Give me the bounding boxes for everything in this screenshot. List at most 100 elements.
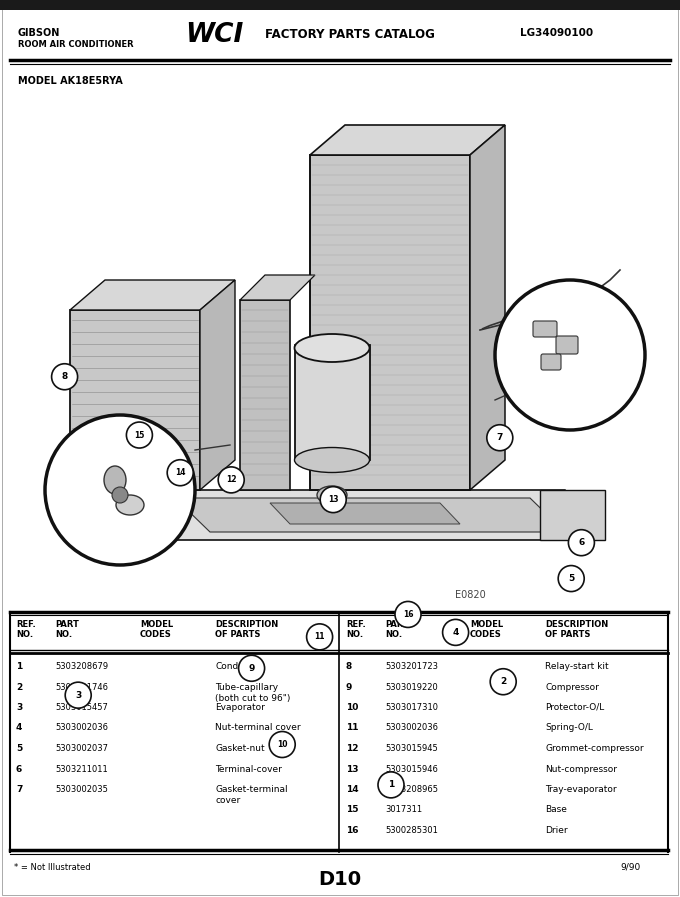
Circle shape bbox=[558, 566, 584, 591]
Text: MODEL
CODES: MODEL CODES bbox=[470, 620, 503, 639]
Text: 14: 14 bbox=[175, 468, 186, 477]
Text: FACTORY PARTS CATALOG: FACTORY PARTS CATALOG bbox=[265, 28, 435, 41]
Polygon shape bbox=[310, 125, 505, 155]
FancyBboxPatch shape bbox=[556, 336, 578, 354]
FancyBboxPatch shape bbox=[541, 354, 561, 370]
Text: PART
NO.: PART NO. bbox=[385, 620, 409, 639]
Circle shape bbox=[495, 280, 645, 430]
Text: PART
NO.: PART NO. bbox=[55, 620, 79, 639]
Text: 5: 5 bbox=[568, 574, 575, 583]
Text: 5300285301: 5300285301 bbox=[385, 826, 438, 835]
Circle shape bbox=[320, 487, 346, 512]
Ellipse shape bbox=[294, 448, 369, 473]
Text: 13: 13 bbox=[346, 764, 358, 773]
Text: Terminal-cover: Terminal-cover bbox=[215, 764, 282, 773]
Ellipse shape bbox=[116, 495, 144, 515]
Text: 15: 15 bbox=[134, 431, 145, 440]
Polygon shape bbox=[200, 280, 235, 490]
Text: 3017311: 3017311 bbox=[385, 806, 422, 814]
Text: Nut-terminal cover: Nut-terminal cover bbox=[215, 724, 301, 733]
Circle shape bbox=[52, 364, 78, 389]
Text: 15: 15 bbox=[346, 806, 358, 814]
Text: 9: 9 bbox=[346, 683, 352, 692]
Text: Gasket-terminal: Gasket-terminal bbox=[215, 785, 288, 794]
Text: Tray-evaporator: Tray-evaporator bbox=[545, 785, 617, 794]
Text: * = Not Illustrated: * = Not Illustrated bbox=[14, 863, 90, 872]
Circle shape bbox=[487, 425, 513, 450]
Text: Gasket-nut: Gasket-nut bbox=[215, 744, 265, 753]
Circle shape bbox=[218, 467, 244, 492]
Text: 2: 2 bbox=[16, 683, 22, 692]
Text: MODEL AK18E5RYA: MODEL AK18E5RYA bbox=[18, 76, 123, 86]
Text: 12: 12 bbox=[346, 744, 358, 753]
Ellipse shape bbox=[104, 466, 126, 494]
Text: 11: 11 bbox=[314, 632, 325, 641]
Text: Protector-O/L: Protector-O/L bbox=[545, 703, 605, 712]
Text: 5303002037: 5303002037 bbox=[55, 744, 108, 753]
Text: DESCRIPTION
OF PARTS: DESCRIPTION OF PARTS bbox=[215, 620, 278, 639]
Polygon shape bbox=[240, 275, 315, 300]
Text: 5303201723: 5303201723 bbox=[385, 662, 438, 671]
Text: 5303002035: 5303002035 bbox=[55, 785, 108, 794]
Text: 5303019220: 5303019220 bbox=[385, 683, 438, 692]
Circle shape bbox=[307, 624, 333, 649]
Bar bbox=[0, 0, 680, 10]
Circle shape bbox=[568, 530, 594, 555]
Text: 6: 6 bbox=[16, 764, 22, 773]
Circle shape bbox=[126, 422, 152, 448]
Circle shape bbox=[395, 602, 421, 627]
Text: 5303015945: 5303015945 bbox=[385, 744, 438, 753]
Text: 5303017310: 5303017310 bbox=[385, 703, 438, 712]
Text: 9: 9 bbox=[248, 664, 255, 673]
Polygon shape bbox=[310, 155, 470, 490]
Text: 3: 3 bbox=[16, 703, 22, 712]
Text: 6: 6 bbox=[578, 538, 585, 547]
Text: 5303015946: 5303015946 bbox=[385, 764, 438, 773]
Text: Relay-start kit: Relay-start kit bbox=[545, 662, 609, 671]
Text: ROOM AIR CONDITIONER: ROOM AIR CONDITIONER bbox=[18, 40, 134, 49]
Text: 8: 8 bbox=[346, 662, 352, 671]
Polygon shape bbox=[540, 490, 605, 540]
Text: E0820: E0820 bbox=[455, 590, 486, 600]
Text: 11: 11 bbox=[346, 724, 358, 733]
Text: cover: cover bbox=[215, 796, 240, 805]
Polygon shape bbox=[70, 310, 200, 490]
Polygon shape bbox=[270, 503, 460, 524]
Circle shape bbox=[65, 683, 91, 708]
Text: 5: 5 bbox=[16, 744, 22, 753]
Ellipse shape bbox=[294, 334, 369, 362]
Text: Spring-O/L: Spring-O/L bbox=[545, 724, 593, 733]
Text: 2: 2 bbox=[500, 677, 507, 686]
Circle shape bbox=[167, 460, 193, 485]
Text: Drier: Drier bbox=[545, 826, 568, 835]
Text: 1: 1 bbox=[16, 662, 22, 671]
Text: D10: D10 bbox=[318, 870, 362, 889]
Text: 9/90: 9/90 bbox=[620, 863, 641, 872]
Text: WCI: WCI bbox=[185, 22, 243, 48]
Text: 5303015457: 5303015457 bbox=[55, 703, 108, 712]
Text: 3: 3 bbox=[75, 691, 82, 700]
Text: 8: 8 bbox=[61, 372, 68, 381]
Text: REF.
NO.: REF. NO. bbox=[346, 620, 366, 639]
Text: 5303208965: 5303208965 bbox=[385, 785, 438, 794]
Polygon shape bbox=[175, 498, 565, 532]
Polygon shape bbox=[105, 490, 155, 545]
Text: 13: 13 bbox=[328, 495, 339, 504]
Text: Evaporator: Evaporator bbox=[215, 703, 265, 712]
Text: 5303002036: 5303002036 bbox=[385, 724, 438, 733]
Ellipse shape bbox=[317, 486, 347, 504]
Circle shape bbox=[490, 669, 516, 694]
Text: (both cut to 96"): (both cut to 96") bbox=[215, 693, 290, 702]
Text: 5303001746: 5303001746 bbox=[55, 683, 108, 692]
Polygon shape bbox=[470, 125, 505, 490]
Circle shape bbox=[443, 620, 469, 645]
Text: REF.
NO.: REF. NO. bbox=[16, 620, 36, 639]
Circle shape bbox=[378, 772, 404, 797]
Circle shape bbox=[45, 415, 195, 565]
Text: 10: 10 bbox=[346, 703, 358, 712]
Text: GIBSON: GIBSON bbox=[18, 28, 61, 38]
Circle shape bbox=[269, 732, 295, 757]
Text: 12: 12 bbox=[226, 475, 237, 484]
Text: 7: 7 bbox=[496, 433, 503, 442]
FancyBboxPatch shape bbox=[533, 321, 557, 337]
